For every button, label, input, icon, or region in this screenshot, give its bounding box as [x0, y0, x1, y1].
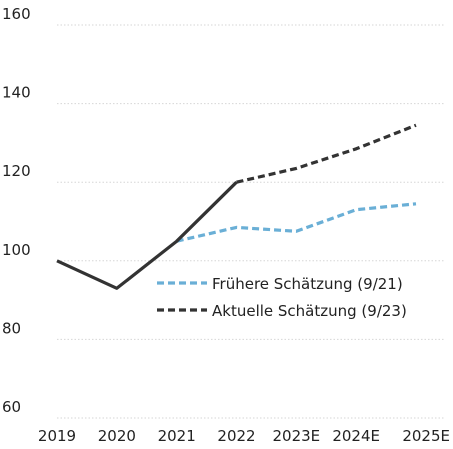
- y-tick-label: 60: [2, 398, 21, 416]
- series-lines: [57, 125, 416, 288]
- x-tick-label: 2021: [158, 427, 196, 445]
- x-tick-label: 2024E: [332, 427, 380, 445]
- y-tick-label: 100: [2, 241, 31, 259]
- x-tick-label: 2020: [98, 427, 136, 445]
- gridlines: [57, 25, 445, 418]
- legend-label: Aktuelle Schätzung (9/23): [212, 302, 407, 320]
- y-axis-ticks: 60 80 100 120 140 160: [2, 5, 31, 416]
- legend-label: Frühere Schätzung (9/21): [212, 275, 403, 293]
- x-axis-ticks: 2019 2020 2021 2022 2023E 2024E 2025E: [38, 427, 450, 445]
- series-line-1: [177, 204, 416, 241]
- legend: Frühere Schätzung (9/21) Aktuelle Schätzu…: [157, 275, 407, 320]
- x-tick-label: 2025E: [402, 427, 450, 445]
- x-tick-label: 2023E: [273, 427, 321, 445]
- y-tick-label: 80: [2, 319, 21, 337]
- x-tick-label: 2022: [217, 427, 255, 445]
- y-tick-label: 160: [2, 5, 31, 23]
- series-line-2: [237, 125, 417, 182]
- y-tick-label: 140: [2, 84, 31, 102]
- x-tick-label: 2019: [38, 427, 76, 445]
- y-tick-label: 120: [2, 162, 31, 180]
